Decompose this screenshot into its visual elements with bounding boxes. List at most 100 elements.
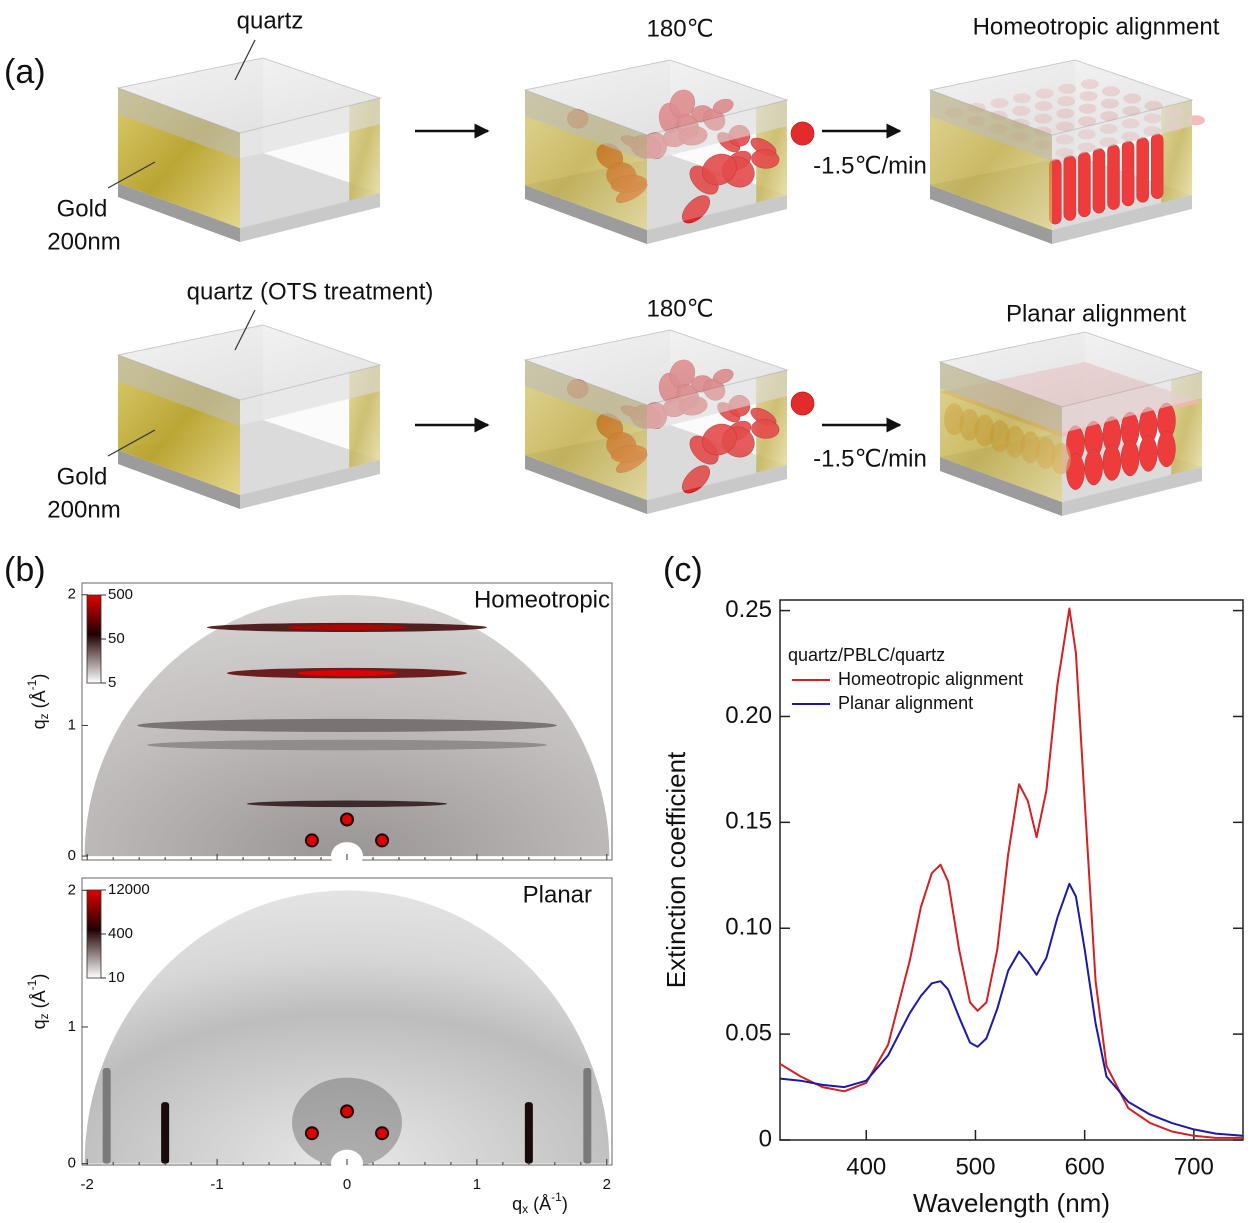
arrows (415, 123, 902, 433)
quartz-label: quartz (OTS treatment) (187, 278, 434, 305)
plot-frame (779, 599, 1244, 1141)
panel-label: (b) (4, 551, 46, 589)
x-tick-label: 700 (1174, 1153, 1214, 1180)
bragg-spot (304, 1126, 319, 1141)
data-line (779, 882, 1244, 1137)
y-tick-label: 0 (68, 847, 76, 864)
molecule-disc (790, 391, 815, 416)
label-part: (Å (29, 990, 49, 1013)
scattering-streak (287, 624, 407, 631)
cell (116, 57, 382, 242)
molecule-disc (1157, 430, 1176, 468)
y-tick-label: 0.25 (725, 596, 772, 623)
cell-diagrams (116, 57, 1205, 516)
molecule-disc (1139, 435, 1158, 472)
substrate (240, 460, 380, 509)
x-tick-label: 2 (603, 1176, 611, 1193)
label-part: ) (29, 674, 49, 680)
molecule-disc (751, 419, 780, 439)
quartz-side (647, 100, 787, 161)
colorbar-label: 400 (108, 925, 133, 942)
thickness-label: 200nm (47, 496, 120, 523)
y-tick-label: 0.20 (725, 702, 772, 729)
scattering-streak (524, 1102, 533, 1164)
substrate (1052, 195, 1192, 244)
quartz-side (940, 362, 1062, 433)
quartz-label: quartz (237, 7, 304, 34)
x-tick-label: 500 (955, 1153, 995, 1180)
molecule-disc (790, 121, 815, 146)
quartz-top (116, 57, 382, 134)
colorbar-label: 500 (108, 586, 133, 603)
label-part: q (512, 1194, 522, 1214)
temperature-label: 180℃ (647, 15, 714, 42)
quartz-side (240, 365, 380, 426)
cell (523, 59, 815, 244)
quartz-side (240, 98, 380, 159)
cell (928, 59, 1205, 244)
cell (523, 329, 815, 514)
bragg-spot (340, 1104, 354, 1119)
x-tick-label: 1 (473, 1176, 481, 1193)
panel-label: (c) (663, 551, 703, 589)
axis-label: qz (Å-1) (25, 674, 51, 730)
quartz-side (930, 90, 1052, 161)
substrate (930, 185, 1052, 244)
substrate (1062, 467, 1202, 516)
scattering-streak (137, 718, 557, 732)
quartz-top (938, 331, 1204, 408)
quartz-side (118, 355, 240, 426)
substrate (525, 185, 647, 244)
quartz-top (523, 59, 789, 136)
scattering-streak (583, 1067, 592, 1164)
label-part: q (29, 719, 49, 729)
quartz-side (1062, 372, 1202, 433)
quartz-side (1052, 100, 1192, 161)
scattering-streak (161, 1102, 170, 1164)
axis-label: qz (Å-1) (25, 974, 51, 1030)
colorbar (86, 594, 102, 684)
leader-lines (107, 39, 256, 457)
scattering-image (84, 890, 610, 1164)
quartz-side (118, 88, 240, 159)
legend-label: Planar alignment (838, 693, 973, 713)
y-tick-label: 0.05 (725, 1019, 772, 1046)
label-part: ) (562, 1194, 568, 1214)
quartz-top (116, 324, 382, 401)
rate-label: -1.5℃/min (813, 152, 927, 179)
quartz-top (928, 59, 1194, 136)
molecule-disc (681, 195, 711, 224)
label-part: -1 (551, 1190, 562, 1204)
molecule-disc (701, 153, 737, 186)
label-part: (Å (29, 690, 49, 713)
substrate (647, 195, 787, 244)
y-tick-label: 2 (68, 586, 76, 603)
molecule-disc (701, 423, 737, 456)
y-tick-label: 0 (759, 1125, 772, 1152)
substrate (240, 193, 380, 242)
scattering-streak (102, 1067, 111, 1164)
gold-label: Gold (57, 195, 108, 222)
y-tick-label: 0.15 (725, 808, 772, 835)
label-part: x (522, 1202, 528, 1216)
y-tick-label: 2 (68, 881, 76, 898)
bragg-spot (304, 833, 319, 848)
molecule-disc (1102, 444, 1122, 481)
x-axis-label: Wavelength (nm) (913, 1188, 1110, 1218)
colorbar-label: 12000 (108, 881, 150, 898)
bragg-spot (375, 833, 390, 848)
legend-label: Homeotropic alignment (838, 669, 1023, 689)
bragg-spot (340, 812, 354, 827)
extinction-chart: 0 0.05 0.10 0.15 0.20 0.25 400 500 600 700 Wavelen… (661, 596, 1244, 1218)
result-label: Planar alignment (1006, 300, 1186, 327)
quartz-side (525, 360, 647, 431)
label-part: -1 (25, 679, 39, 690)
gold-label: Gold (57, 463, 108, 490)
colorbar-label: 10 (108, 969, 125, 986)
y-tick-label: 0 (68, 1155, 76, 1172)
label-part: -1 (25, 979, 39, 990)
panel-label: (a) (4, 53, 46, 91)
cell (938, 331, 1204, 516)
